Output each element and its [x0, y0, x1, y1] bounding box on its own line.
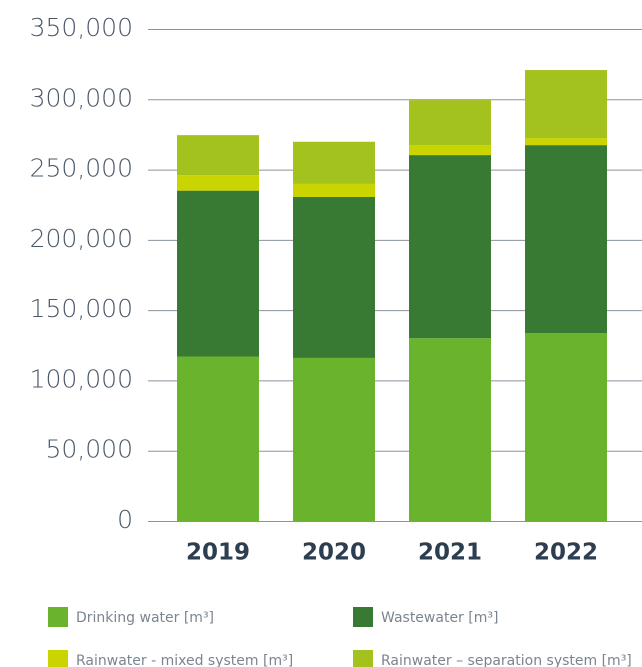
bar-segment: [525, 145, 607, 334]
bar-segment: [409, 145, 491, 156]
y-tick-label: 150,000: [30, 294, 133, 323]
bar-segment: [525, 70, 607, 139]
y-tick-label: 250,000: [30, 154, 133, 183]
legend-swatch: [48, 650, 68, 667]
bar-segment: [177, 190, 259, 357]
bar-segment: [177, 356, 259, 521]
bar-segment: [293, 183, 375, 197]
bar-segment: [409, 338, 491, 521]
y-tick-label: 200,000: [30, 224, 133, 253]
legend-label: Wastewater [m³]: [381, 610, 498, 626]
bar-segment: [293, 196, 375, 358]
legend-label: Rainwater - mixed system [m³]: [76, 653, 293, 667]
legend-label: Rainwater – separation system [m³]: [381, 653, 632, 667]
bar-segment: [409, 155, 491, 339]
bar-segment: [525, 333, 607, 521]
x-tick-label: 2019: [186, 540, 250, 566]
y-tick-label: 300,000: [30, 83, 133, 112]
y-tick-label: 50,000: [46, 435, 133, 464]
legend-swatch: [353, 650, 373, 667]
legend-swatch: [353, 607, 373, 627]
x-tick-label: 2020: [302, 540, 366, 566]
y-tick-label: 0: [117, 505, 133, 534]
bar-segment: [177, 175, 259, 191]
y-tick-label: 100,000: [30, 364, 133, 393]
x-tick-label: 2022: [534, 540, 598, 566]
bar-segment: [293, 141, 375, 184]
bar-segment: [177, 135, 259, 176]
bar-segment: [293, 357, 375, 521]
legend-label: Drinking water [m³]: [76, 610, 214, 626]
bar-segment: [525, 138, 607, 146]
legend-swatch: [48, 607, 68, 627]
y-tick-label: 350,000: [30, 13, 133, 42]
x-tick-label: 2021: [418, 540, 482, 566]
bar-segment: [409, 100, 491, 146]
